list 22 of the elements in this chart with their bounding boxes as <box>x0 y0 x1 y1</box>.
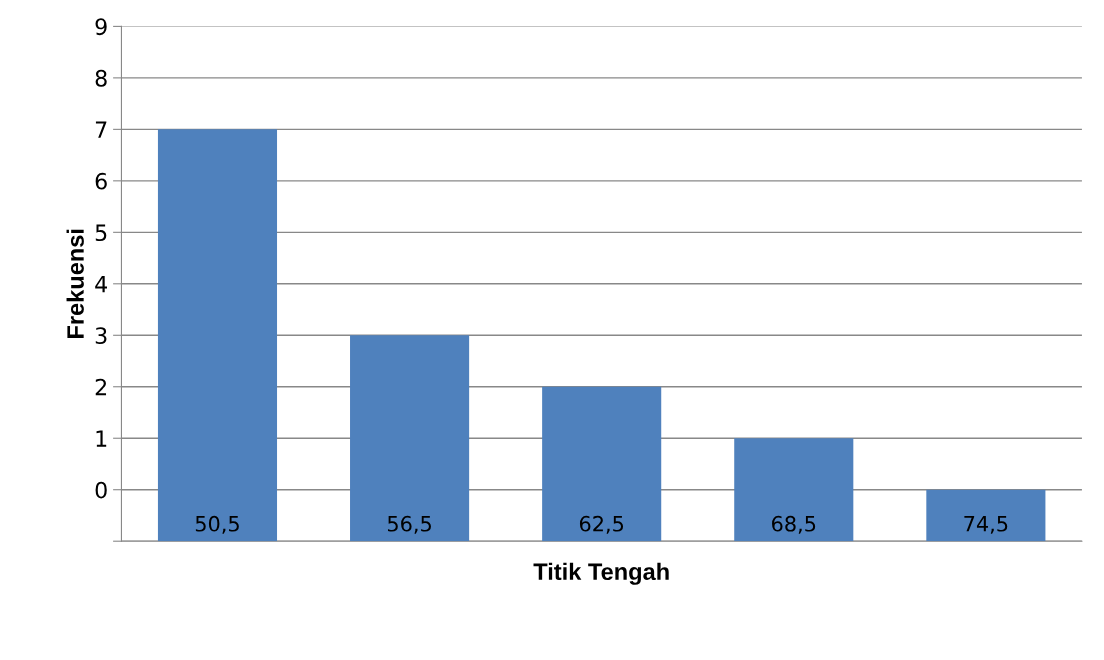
bar <box>926 489 1046 542</box>
y-tick-label: 9 <box>95 18 107 36</box>
y-tick-label: 7 <box>95 121 107 138</box>
x-tick-label: 62,5 <box>579 515 624 534</box>
x-tick-label: 50,5 <box>195 515 239 534</box>
bar <box>157 129 278 542</box>
y-tick-label: 5 <box>95 224 107 242</box>
y-tick-label: 0 <box>95 481 107 499</box>
x-tick-label: 68,5 <box>772 515 816 534</box>
y-tick-label: 1 <box>96 430 107 447</box>
y-tick-label: 4 <box>95 276 107 293</box>
x-tick-label: 74,5 <box>964 516 1008 534</box>
x-axis-title: Titik Tengah <box>533 562 669 585</box>
y-tick-label: 8 <box>95 69 107 87</box>
bar <box>350 335 470 542</box>
y-axis-title: Frekuensi <box>66 229 84 338</box>
y-tick-label: 3 <box>95 327 107 345</box>
y-tick-label: 2 <box>95 378 107 396</box>
x-tick-label: 56,5 <box>388 515 431 534</box>
bar <box>542 386 662 542</box>
y-tick-label: 6 <box>95 172 107 190</box>
bar <box>734 438 854 542</box>
